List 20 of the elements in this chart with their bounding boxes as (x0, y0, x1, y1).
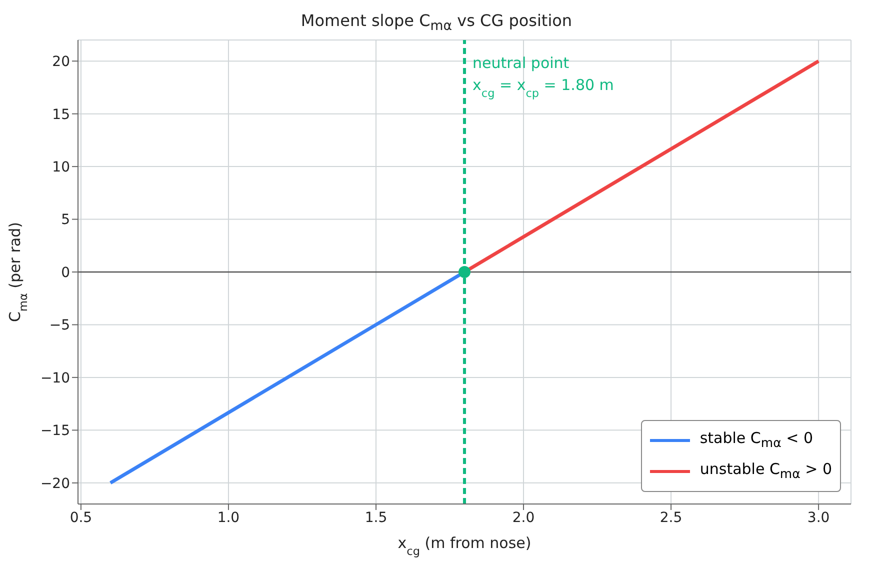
x-tick-label: 1.5 (364, 510, 388, 526)
x-axis-title: x$_{cg}$ (m from nose) (398, 534, 532, 558)
x-tick-label: 2.5 (660, 510, 682, 526)
x-tick-label: 0.5 (70, 510, 92, 526)
y-tick-label: −5 (49, 318, 70, 334)
legend-label: unstable C$_{mα}$ > 0 (700, 459, 832, 483)
y-tick-label: 15 (52, 106, 70, 123)
ref-line-label: neutral point x$_{cg}$ = x$_{cp}$ = 1.80 m (472, 54, 614, 100)
y-tick-label: −10 (40, 370, 70, 386)
y-tick-label: 5 (61, 212, 70, 228)
chart-title: Moment slope C$_{mα}$ vs CG position (300, 10, 574, 34)
y-tick-label: −20 (40, 476, 70, 492)
x-tick-label: 3.0 (807, 510, 830, 526)
x-tick-label: 1.0 (217, 510, 240, 526)
y-tick-label: −15 (40, 423, 70, 440)
y-tick-label: 10 (52, 160, 70, 176)
legend-label: stable C$_{mα}$ < 0 (700, 428, 813, 452)
x-tick-label: 2.0 (512, 510, 535, 526)
y-tick-label: 20 (52, 54, 70, 70)
y-tick-label: 0 (61, 264, 70, 281)
